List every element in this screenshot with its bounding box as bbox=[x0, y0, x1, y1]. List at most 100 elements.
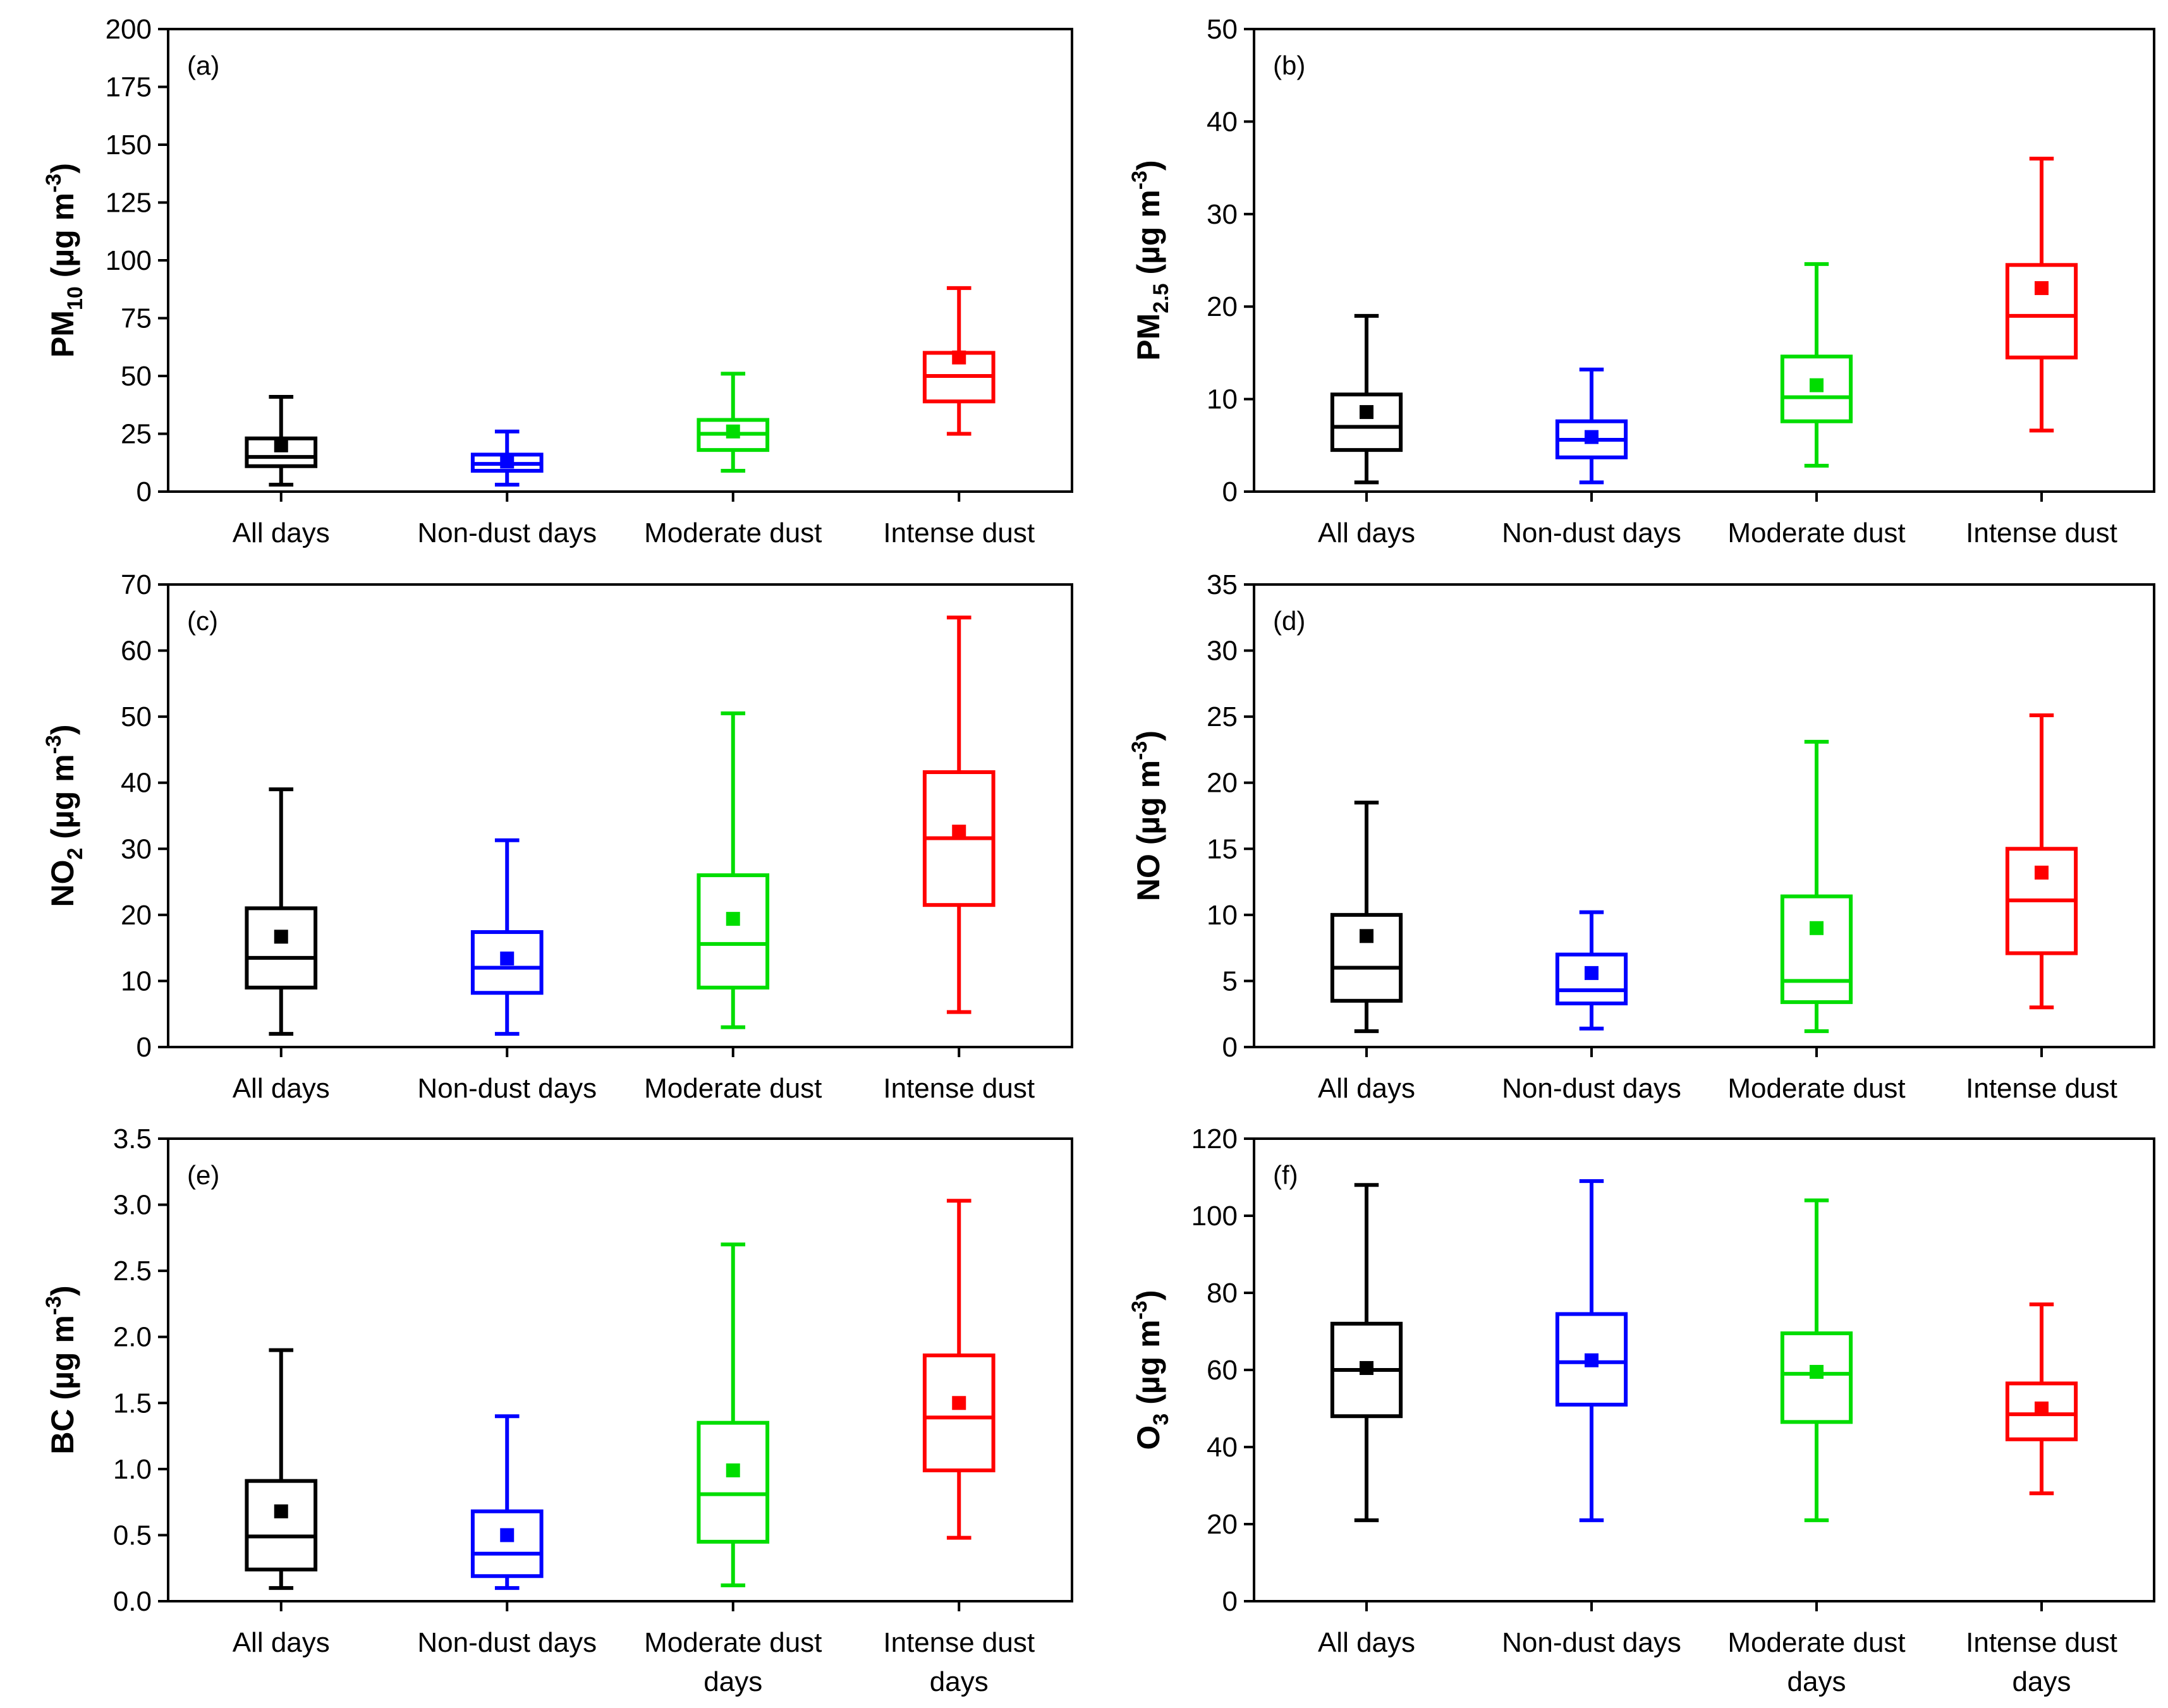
box-moderate bbox=[1780, 262, 1853, 468]
iqr-box bbox=[470, 930, 544, 995]
box-all_days bbox=[1330, 1183, 1403, 1522]
mean-marker bbox=[1810, 1365, 1824, 1379]
y-tick-label: 0.5 bbox=[113, 1520, 152, 1551]
y-axis-title-part: BC bbox=[45, 1408, 80, 1454]
iqr-box bbox=[245, 1479, 318, 1572]
chart-panel-f: 0 20 40 60 80 100 120 All days Non-dust days Mode… bbox=[1128, 1124, 2155, 1697]
mean-marker bbox=[952, 825, 966, 839]
panel-label: (b) bbox=[1273, 51, 1305, 80]
y-axis-title-part: NO bbox=[45, 860, 80, 907]
y-tick-label: 60 bbox=[1207, 1355, 1238, 1386]
mean-marker bbox=[2035, 281, 2049, 295]
mean-marker bbox=[274, 1504, 288, 1518]
box-intense bbox=[2005, 713, 2078, 1010]
iqr-box bbox=[1555, 1312, 1628, 1407]
box-moderate bbox=[697, 372, 770, 473]
panel-label: (a) bbox=[187, 51, 219, 80]
y-axis-title-part: ) bbox=[45, 163, 80, 174]
y-axis-title-part: 2.5 bbox=[1149, 283, 1173, 313]
y-tick-label: 0 bbox=[137, 476, 152, 507]
plot-frame bbox=[1253, 28, 2155, 493]
mean-marker bbox=[726, 1463, 740, 1477]
y-axis-title-part: ) bbox=[1131, 160, 1166, 171]
x-category-label: All days bbox=[233, 518, 330, 548]
y-tick-label: 1.0 bbox=[113, 1454, 152, 1485]
chart-panel-d: 0 5 10 15 20 25 30 35 All days Non-dust days Moder… bbox=[1128, 569, 2155, 1104]
y-axis-title-part: 2 bbox=[63, 848, 87, 860]
iqr-box bbox=[1555, 952, 1628, 1005]
y-tick-label: 0.0 bbox=[113, 1586, 152, 1617]
y-axis-title: PM10 (µg m-3) bbox=[42, 163, 87, 358]
box-non_dust bbox=[1555, 1179, 1628, 1522]
mean-marker bbox=[952, 1396, 966, 1410]
y-tick-label: 150 bbox=[106, 130, 152, 161]
x-category-label: All days bbox=[233, 1627, 330, 1658]
y-tick-label: 2.0 bbox=[113, 1322, 152, 1353]
y-axis-title-part: ) bbox=[1131, 730, 1166, 741]
y-tick-label: 3.5 bbox=[113, 1124, 152, 1154]
y-tick-label: 10 bbox=[121, 966, 152, 996]
iqr-box bbox=[697, 873, 770, 990]
y-axis-title-part: -3 bbox=[42, 1296, 66, 1315]
y-axis-title-part: (µg m bbox=[1131, 1319, 1166, 1413]
x-category-label: Intense dust bbox=[883, 1627, 1035, 1658]
y-axis-title-part: ) bbox=[1131, 1290, 1166, 1301]
y-tick-label: 20 bbox=[1207, 768, 1238, 799]
mean-marker bbox=[726, 912, 740, 926]
box-moderate bbox=[1780, 739, 1853, 1033]
y-tick-label: 20 bbox=[1207, 291, 1238, 322]
y-tick-label: 100 bbox=[1191, 1201, 1238, 1232]
x-category-label: Moderate dust bbox=[1727, 1073, 1905, 1104]
y-tick-label: 3.0 bbox=[113, 1190, 152, 1221]
y-tick-label: 2.5 bbox=[113, 1256, 152, 1287]
box-intense bbox=[2005, 1302, 2078, 1496]
x-category-label: All days bbox=[1318, 518, 1415, 548]
panel-label: (e) bbox=[187, 1160, 219, 1190]
y-tick-label: 60 bbox=[121, 636, 152, 667]
y-tick-label: 15 bbox=[1207, 833, 1238, 864]
y-axis-title: NO2 (µg m-3) bbox=[42, 724, 87, 907]
y-axis-title-part: 3 bbox=[1149, 1414, 1173, 1426]
x-category-label: days bbox=[1787, 1666, 1846, 1697]
box-all_days bbox=[245, 787, 318, 1036]
y-tick-label: 10 bbox=[1207, 900, 1238, 931]
y-tick-label: 75 bbox=[121, 303, 152, 334]
x-category-label: Intense dust bbox=[1966, 1627, 2117, 1658]
box-intense bbox=[922, 286, 996, 436]
y-tick-label: 40 bbox=[1207, 106, 1238, 137]
x-category-label: Intense dust bbox=[1966, 518, 2117, 548]
iqr-box bbox=[1780, 1331, 1853, 1424]
x-category-label: Non-dust days bbox=[417, 1627, 597, 1658]
x-category-label: Intense dust bbox=[883, 518, 1035, 548]
box-all_days bbox=[245, 1348, 318, 1590]
mean-marker bbox=[1585, 1353, 1599, 1367]
y-tick-label: 0 bbox=[137, 1032, 152, 1063]
y-axis-title-part: (µg m bbox=[1131, 190, 1166, 283]
y-tick-label: 50 bbox=[1207, 14, 1238, 45]
y-tick-label: 30 bbox=[1207, 636, 1238, 667]
y-tick-label: 175 bbox=[106, 72, 152, 103]
y-tick-label: 20 bbox=[121, 900, 152, 931]
plot-frame bbox=[167, 583, 1073, 1048]
y-tick-label: 0 bbox=[1222, 1032, 1238, 1063]
x-category-label: Non-dust days bbox=[417, 1073, 597, 1104]
y-tick-label: 30 bbox=[121, 833, 152, 864]
y-tick-label: 25 bbox=[121, 419, 152, 450]
chart-panel-b: 0 10 20 30 40 50 All days Non-dust days Moderate… bbox=[1128, 14, 2155, 548]
y-axis-title-part: -3 bbox=[42, 174, 66, 193]
iqr-box bbox=[245, 906, 318, 990]
y-tick-label: 120 bbox=[1191, 1124, 1238, 1154]
y-tick-label: 40 bbox=[1207, 1432, 1238, 1463]
x-category-label: All days bbox=[1318, 1073, 1415, 1104]
x-category-label: Moderate dust bbox=[644, 1627, 822, 1658]
x-category-label: Intense dust bbox=[1966, 1073, 2117, 1104]
y-axis-title-part: (µg m bbox=[45, 1315, 80, 1408]
y-tick-label: 80 bbox=[1207, 1278, 1238, 1309]
x-category-label: days bbox=[703, 1666, 762, 1697]
y-axis-title-part: (µg m bbox=[45, 193, 80, 286]
mean-marker bbox=[1585, 966, 1599, 980]
y-tick-label: 100 bbox=[106, 245, 152, 276]
y-axis-title-part: -3 bbox=[1128, 171, 1152, 190]
y-tick-label: 35 bbox=[1207, 569, 1238, 600]
